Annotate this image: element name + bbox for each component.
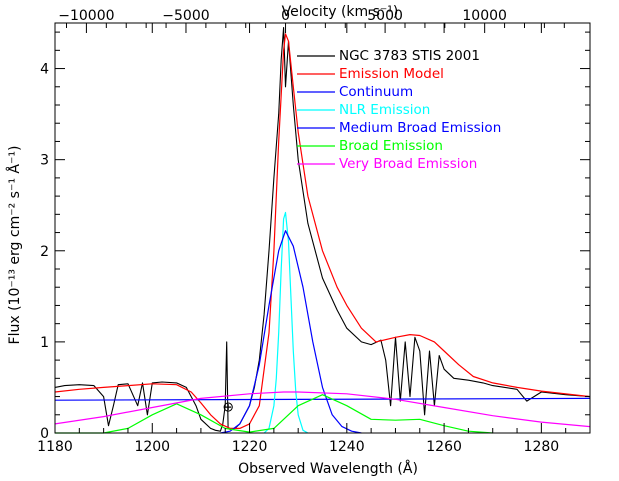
x-tick-label: 1280 (524, 439, 560, 455)
earth-symbol-annotation: ⊕ (222, 400, 234, 416)
legend-label-0: NGC 3783 STIS 2001 (339, 48, 480, 64)
x-tick-label: 1220 (232, 439, 268, 455)
y-tick-label: 1 (40, 335, 49, 351)
y-tick-label: 3 (40, 153, 49, 169)
legend-label-3: NLR Emission (339, 102, 430, 118)
x-tick-label: 1240 (329, 439, 365, 455)
legend-label-5: Broad Emission (339, 138, 443, 154)
plot-frame (54, 22, 591, 434)
series-line-4 (220, 230, 362, 434)
legend-label-6: Very Broad Emission (339, 156, 477, 172)
legend-label-1: Emission Model (339, 66, 444, 82)
x2-tick-label: 5000 (367, 8, 403, 24)
x-tick-label: 1260 (426, 439, 462, 455)
y-tick-label: 4 (40, 62, 49, 78)
x2-tick-label: −5000 (162, 8, 209, 24)
legend-label-2: Continuum (339, 84, 413, 100)
series-line-1 (54, 33, 591, 429)
series-line-5 (55, 394, 493, 434)
legend-label-4: Medium Broad Emission (339, 120, 501, 136)
x-axis-title: Observed Wavelength (Å) (238, 460, 418, 477)
x2-tick-label: 10000 (462, 8, 507, 24)
x-tick-label: 1200 (134, 439, 170, 455)
x2-tick-label: −10000 (58, 8, 114, 24)
x2-tick-label: 0 (281, 8, 290, 24)
series-line-6 (54, 391, 591, 428)
series-line-0 (54, 27, 591, 432)
frame-layer: 1180 1200 1220 1240 1260 1280−10000 −5000 0 5000… (37, 8, 591, 455)
y-tick-label: 0 (40, 426, 49, 442)
series-line-2 (54, 397, 591, 401)
y-axis-title: Flux (10⁻¹³ erg cm⁻² s⁻¹ Å⁻¹) (6, 146, 23, 345)
legend: NGC 3783 STIS 2001 Emission Model Continuu… (297, 48, 501, 172)
y-tick-label: 2 (40, 244, 49, 260)
series-layer (54, 27, 591, 434)
x2-axis-title: Velocity (km s⁻¹) (282, 4, 399, 20)
x-tick-label: 1180 (37, 439, 73, 455)
